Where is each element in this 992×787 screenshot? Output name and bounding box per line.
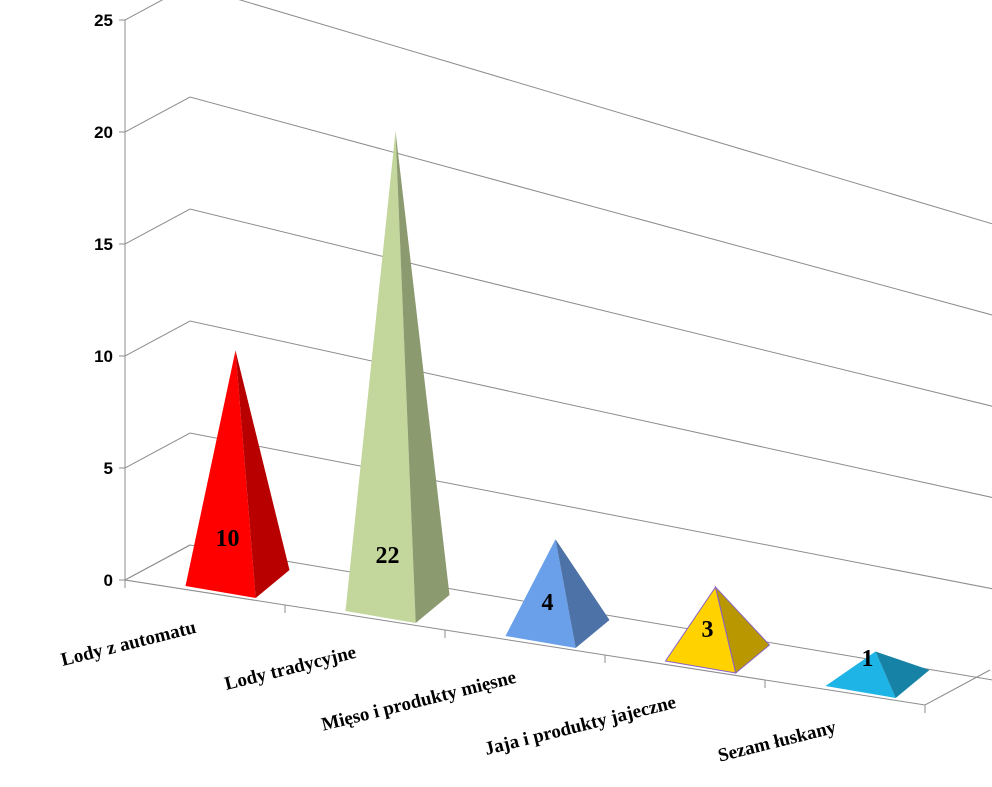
gridline — [124, 208, 992, 407]
y-axis-ticks: 0 5 10 15 20 25 — [94, 11, 125, 590]
y-tick-label: 0 — [104, 571, 113, 590]
pyramid-side-face — [714, 585, 771, 674]
gridline — [124, 320, 992, 498]
data-label: 1 — [862, 646, 874, 672]
pyramid-front-face — [185, 350, 256, 598]
y-tick-label: 25 — [94, 11, 113, 30]
pyramid-front-face — [505, 539, 576, 648]
pyramid-side-face — [395, 131, 450, 624]
x-axis — [124, 580, 926, 713]
pyramid-side-face — [875, 651, 930, 698]
category-label: Jaja i produkty jajeczne — [482, 692, 678, 760]
gridline — [124, 0, 992, 225]
pyramid-bar — [345, 131, 450, 624]
category-label: Mięso i produkty mięsne — [319, 667, 518, 736]
category-label: Sezam łuskany — [716, 717, 839, 767]
pyramid-bar — [185, 350, 290, 598]
pyramid-bar — [664, 585, 771, 674]
y-tick-label: 15 — [94, 235, 113, 254]
pyramid-bar — [825, 651, 930, 698]
y-tick-label: 5 — [104, 459, 113, 478]
pyramid-side-face — [235, 350, 290, 598]
data-label: 3 — [702, 617, 714, 643]
gridline — [124, 432, 992, 590]
category-label: Lody z automatu — [59, 617, 199, 671]
pyramid-front-face — [345, 131, 416, 624]
pyramid-bars — [185, 131, 930, 698]
data-label: 4 — [542, 590, 554, 616]
pyramid-front-face — [825, 651, 896, 698]
category-label: Lody tradycyjne — [223, 642, 359, 695]
data-label: 10 — [216, 526, 240, 552]
data-labels: 10 22 4 3 1 — [216, 526, 874, 672]
left-wall-edge — [124, 20, 191, 581]
pyramid-bar — [505, 539, 610, 648]
y-tick-label: 20 — [94, 123, 113, 142]
data-label: 22 — [376, 543, 400, 569]
gridline — [124, 96, 992, 316]
pyramid-side-face — [555, 539, 610, 648]
y-tick-label: 10 — [94, 347, 113, 366]
gridlines — [124, 0, 992, 681]
